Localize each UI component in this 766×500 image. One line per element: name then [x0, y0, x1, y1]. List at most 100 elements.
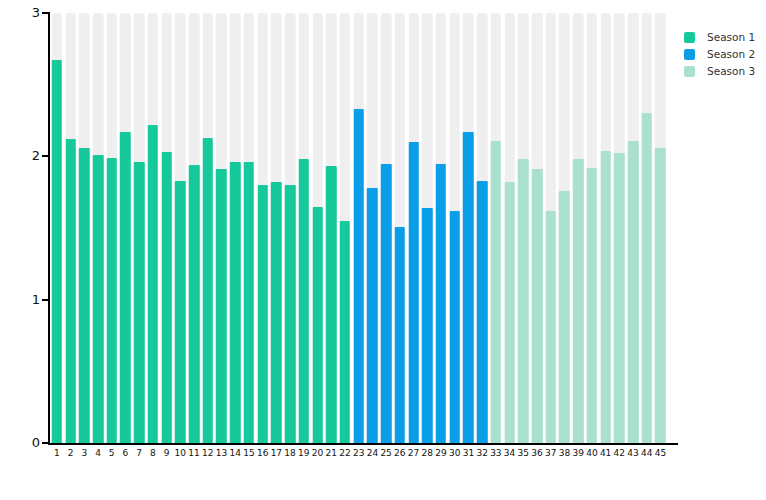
bar-slot [201, 13, 215, 443]
x-tick-label: 29 [434, 448, 448, 459]
bar-13 [216, 169, 227, 443]
legend-label: Season 2 [707, 48, 755, 60]
bar-slot [256, 13, 270, 443]
x-tick-label: 45 [654, 448, 668, 459]
bar-6 [120, 132, 131, 443]
bar-slot [585, 13, 599, 443]
y-tick-label: 0 [14, 436, 40, 450]
legend-label: Season 1 [707, 31, 755, 43]
legend-swatch-icon [684, 32, 695, 43]
bar-36 [532, 169, 543, 443]
x-tick-label: 28 [420, 448, 434, 459]
x-tick-label: 34 [503, 448, 517, 459]
bar-slot [283, 13, 297, 443]
x-axis-labels: 1234567891011121314151617181920212223242… [50, 448, 667, 459]
y-axis-tick [42, 299, 49, 301]
bar-27 [408, 142, 419, 443]
bar-5 [106, 158, 117, 443]
bar-38 [559, 191, 570, 443]
bar-40 [587, 168, 598, 443]
x-tick-label: 23 [352, 448, 366, 459]
bar-22 [340, 221, 351, 443]
bar-15 [244, 162, 255, 443]
y-axis-tick [42, 12, 49, 14]
bar-42 [614, 153, 625, 443]
x-tick-label: 22 [338, 448, 352, 459]
bar-slot [215, 13, 229, 443]
y-tick-label: 3 [14, 6, 40, 20]
bar-3 [79, 148, 90, 443]
bar-slot [366, 13, 380, 443]
legend-label: Season 3 [707, 65, 755, 77]
x-tick-label: 40 [585, 448, 599, 459]
x-tick-label: 30 [448, 448, 462, 459]
bar-31 [463, 132, 474, 443]
bar-slot [516, 13, 530, 443]
bar-30 [449, 211, 460, 443]
chart-figure: 0123 12345678910111213141516171819202122… [0, 0, 766, 500]
x-tick-label: 12 [201, 448, 215, 459]
bar-slot [462, 13, 476, 443]
x-tick-label: 27 [407, 448, 421, 459]
x-tick-label: 32 [475, 448, 489, 459]
x-tick-label: 13 [215, 448, 229, 459]
bar-slot [77, 13, 91, 443]
bar-slot [544, 13, 558, 443]
x-tick-label: 31 [462, 448, 476, 459]
bar-slot [228, 13, 242, 443]
bar-slot [489, 13, 503, 443]
bar-10 [175, 181, 186, 443]
bar-slot [338, 13, 352, 443]
bar-41 [600, 151, 611, 443]
bar-20 [312, 207, 323, 444]
bar-16 [257, 185, 268, 443]
legend-item-season-1[interactable]: Season 1 [684, 31, 755, 43]
bar-23 [353, 109, 364, 443]
bar-43 [628, 141, 639, 443]
bar-slot [242, 13, 256, 443]
bar-slot [91, 13, 105, 443]
bar-slot [270, 13, 284, 443]
legend: Season 1 Season 2 Season 3 [684, 31, 755, 82]
x-tick-label: 35 [516, 448, 530, 459]
bar-39 [573, 159, 584, 443]
bar-slot [640, 13, 654, 443]
bar-slot [393, 13, 407, 443]
bar-slot [311, 13, 325, 443]
x-tick-label: 38 [558, 448, 572, 459]
bar-35 [518, 159, 529, 443]
x-tick-label: 7 [132, 448, 146, 459]
x-tick-label: 15 [242, 448, 256, 459]
bar-37 [545, 211, 556, 443]
x-tick-label: 10 [173, 448, 187, 459]
bar-11 [189, 165, 200, 443]
bar-8 [148, 125, 159, 443]
bar-34 [504, 182, 515, 443]
x-tick-label: 6 [119, 448, 133, 459]
bar-45 [655, 148, 666, 443]
y-axis-tick [42, 442, 49, 444]
bar-slot [407, 13, 421, 443]
legend-item-season-2[interactable]: Season 2 [684, 48, 755, 60]
legend-swatch-icon [684, 66, 695, 77]
bar-28 [422, 208, 433, 443]
bar-slot [160, 13, 174, 443]
x-tick-label: 17 [270, 448, 284, 459]
x-tick-label: 44 [640, 448, 654, 459]
x-tick-label: 2 [64, 448, 78, 459]
bar-19 [299, 159, 310, 443]
bar-slot [50, 13, 64, 443]
y-tick-label: 2 [14, 149, 40, 163]
bar-26 [395, 227, 406, 443]
x-tick-label: 3 [77, 448, 91, 459]
x-tick-label: 37 [544, 448, 558, 459]
bar-slot [324, 13, 338, 443]
bar-29 [436, 164, 447, 444]
bar-18 [285, 185, 296, 443]
bar-slot [132, 13, 146, 443]
x-tick-label: 19 [297, 448, 311, 459]
x-tick-label: 14 [228, 448, 242, 459]
x-tick-label: 43 [626, 448, 640, 459]
legend-item-season-3[interactable]: Season 3 [684, 65, 755, 77]
x-tick-label: 5 [105, 448, 119, 459]
